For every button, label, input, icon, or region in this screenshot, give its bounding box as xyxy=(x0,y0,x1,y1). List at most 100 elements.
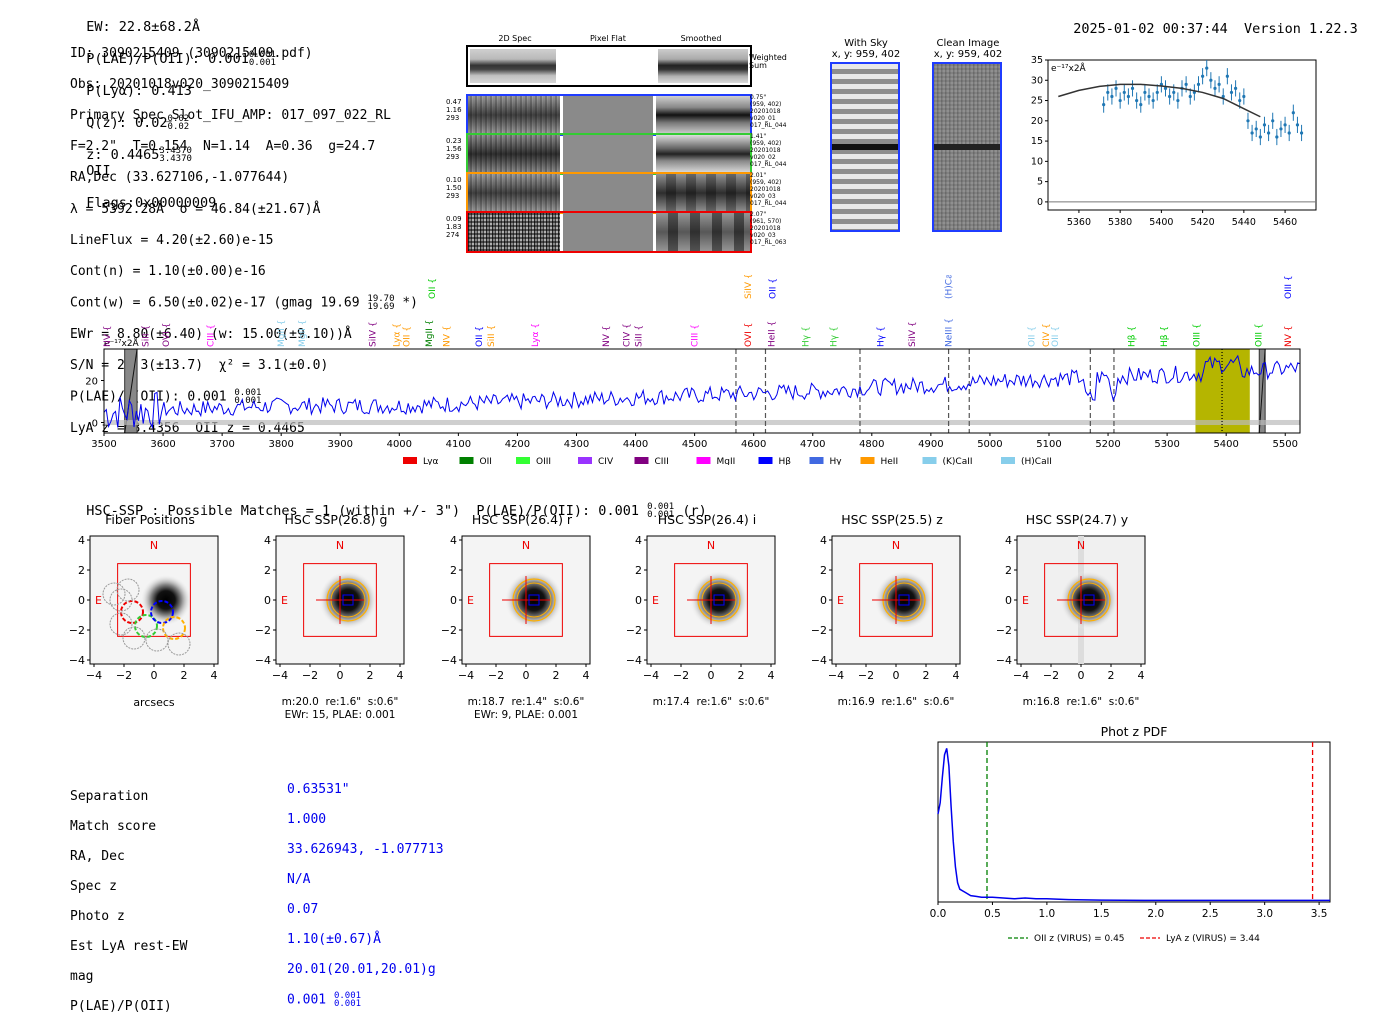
fiber-row-2 xyxy=(466,133,752,175)
ytick-label: 4 xyxy=(264,534,271,547)
panel-title: HSC SSP(24.7) y xyxy=(1025,512,1129,527)
ytick-label: −4 xyxy=(997,654,1012,667)
spectrum-line xyxy=(103,354,1301,430)
source-blob xyxy=(140,574,192,626)
svg-text:NV {: NV { xyxy=(1284,326,1294,347)
fiber-row-3-left: 0.10 1.50 293 xyxy=(446,176,462,200)
svg-text:Lyα {: Lyα { xyxy=(531,323,541,347)
legend-label: Hβ xyxy=(779,457,792,465)
full-xtick-label: 5100 xyxy=(1036,439,1061,450)
ytick-label: 4 xyxy=(820,534,827,547)
svg-text:OII {: OII { xyxy=(402,326,412,347)
emission-line-label: NV { xyxy=(103,326,113,347)
fiber-circle xyxy=(116,578,140,602)
panel-mag-line: m:16.8 re:1.6" s:0.6" xyxy=(1022,696,1140,708)
full-xtick-label: 4900 xyxy=(918,439,943,450)
panel-ew-line: EWr: 9, PLAE: 0.001 xyxy=(473,709,579,721)
match-value-radec: 33.626943, -1.077713 xyxy=(287,842,444,857)
fiber-circle xyxy=(145,628,169,652)
xtick-label: 4 xyxy=(1138,669,1145,682)
xtick-label: 0 xyxy=(893,669,900,682)
emission-line-label: NV { xyxy=(1284,326,1294,347)
match-label-separation: Separation xyxy=(70,789,149,804)
panel-title: HSC SSP(26.8) g xyxy=(284,512,388,527)
fiber-xlabel: arcsecs xyxy=(133,696,175,709)
emission-line-label: OIII { xyxy=(1284,275,1294,299)
info-obs: Obs: 20201018v020_3090215409 xyxy=(70,76,290,92)
weighted-sum-row xyxy=(466,45,752,87)
xtick-label: 0 xyxy=(708,669,715,682)
panel-image: N E 4 2 0 −2 −4−4 −2 0 2 4 xyxy=(256,534,405,682)
full-xtick-label: 4600 xyxy=(741,439,766,450)
legend-label: CIV xyxy=(598,457,614,465)
legend-label: OII xyxy=(480,457,492,465)
full-xtick-label: 3900 xyxy=(328,439,353,450)
zoom-yunit-label: e⁻¹⁷x2Å xyxy=(1051,62,1087,74)
full-xtick-label: 4100 xyxy=(446,439,471,450)
panel-image: N E 4 2 0 −2 −4−4 −2 0 2 4 xyxy=(997,534,1146,682)
header-datetime-version: 2025-01-02 00:37:44 Version 1.22.3 xyxy=(1057,5,1358,37)
info-lineflux: LineFlux = 4.20(±2.60)e-15 xyxy=(70,232,274,248)
legend-label: Hγ xyxy=(830,457,843,465)
pdf-xtick-label: 3.5 xyxy=(1311,908,1328,920)
emission-line-label: Hβ { xyxy=(1128,326,1138,347)
emission-line-label: MgII { xyxy=(425,320,435,347)
xtick-label: 2 xyxy=(1108,669,1115,682)
fiber-row-1-left: 0.47 1.16 293 xyxy=(446,98,462,122)
svg-text:OVI {: OVI { xyxy=(744,323,754,347)
weighted-sum-smoothed xyxy=(658,49,748,83)
xtick-label: 4 xyxy=(211,669,218,682)
legend-swatch xyxy=(403,457,417,464)
legend-swatch xyxy=(578,457,592,464)
zoom-xtick-label: 5460 xyxy=(1273,217,1297,228)
noise-band xyxy=(104,419,1300,426)
east-label: E xyxy=(281,594,288,607)
svg-text:OII {: OII { xyxy=(1027,326,1037,347)
emission-line-label: Hγ { xyxy=(802,326,812,347)
emission-line-label: OIII { xyxy=(1255,323,1265,347)
svg-text:HeII {: HeII { xyxy=(767,321,777,347)
zoom-data-point xyxy=(1168,94,1172,99)
full-xtick-label: 4400 xyxy=(623,439,648,450)
fiber-row-4-smoothed xyxy=(656,213,750,251)
zoom-data-point xyxy=(1122,90,1126,95)
match-value-photoz: 0.07 xyxy=(287,902,319,917)
match-box xyxy=(898,594,910,606)
legend-label: CIII xyxy=(655,457,669,465)
emission-line-label: SiIV { xyxy=(908,321,918,347)
zoom-data-point xyxy=(1258,135,1262,139)
zoom-data-point xyxy=(1126,94,1130,99)
ytick-label: −4 xyxy=(70,654,85,667)
zoom-ytick-label: 10 xyxy=(1031,156,1043,167)
header-bar: EW: 22.8±68.2Å P(LAE)/P(OII): 0.0010.001… xyxy=(70,3,276,211)
emission-line-label: (H)CaII { xyxy=(945,275,955,299)
zoom-data-point xyxy=(1242,94,1246,99)
emission-line-label: MgII { xyxy=(277,320,287,347)
panel-image: N E 4 2 0 −2 −4−4 −2 0 2 4 xyxy=(627,534,776,682)
zoom-data-point xyxy=(1176,98,1180,103)
svg-text:SiII {: SiII { xyxy=(141,325,151,347)
zoom-data-point xyxy=(1283,123,1287,127)
panel-image: N E 4 2 0 −2 −4−4 −2 0 2 4 xyxy=(442,534,591,682)
full-axes-frame xyxy=(103,348,1301,434)
zoom-data-point xyxy=(1225,74,1229,78)
svg-text:OIII {: OIII { xyxy=(1284,275,1294,299)
fiber-row-4-2dspec xyxy=(468,213,560,251)
full-xtick-label: 4200 xyxy=(505,439,530,450)
svg-text:NeIII {: NeIII { xyxy=(945,318,955,347)
aperture-box xyxy=(489,563,563,637)
zoom-data-point xyxy=(1275,135,1279,139)
xtick-label: 0 xyxy=(523,669,530,682)
panel-title: HSC SSP(26.4) i xyxy=(657,512,757,527)
zoom-data-point xyxy=(1254,127,1258,131)
zoom-fit-curve xyxy=(1058,83,1261,118)
zoom-data-point xyxy=(1229,90,1234,95)
zoom-data-point xyxy=(1246,119,1250,123)
fiber-row-3-smoothed xyxy=(656,174,750,212)
panel-title: Fiber Positions xyxy=(105,512,195,527)
match-value-separation: 0.63531" xyxy=(287,782,350,797)
xtick-label: −4 xyxy=(86,669,102,682)
header-version: Version 1.22.3 xyxy=(1243,21,1358,37)
zoom-data-point xyxy=(1114,86,1118,90)
xtick-label: −4 xyxy=(828,669,844,682)
